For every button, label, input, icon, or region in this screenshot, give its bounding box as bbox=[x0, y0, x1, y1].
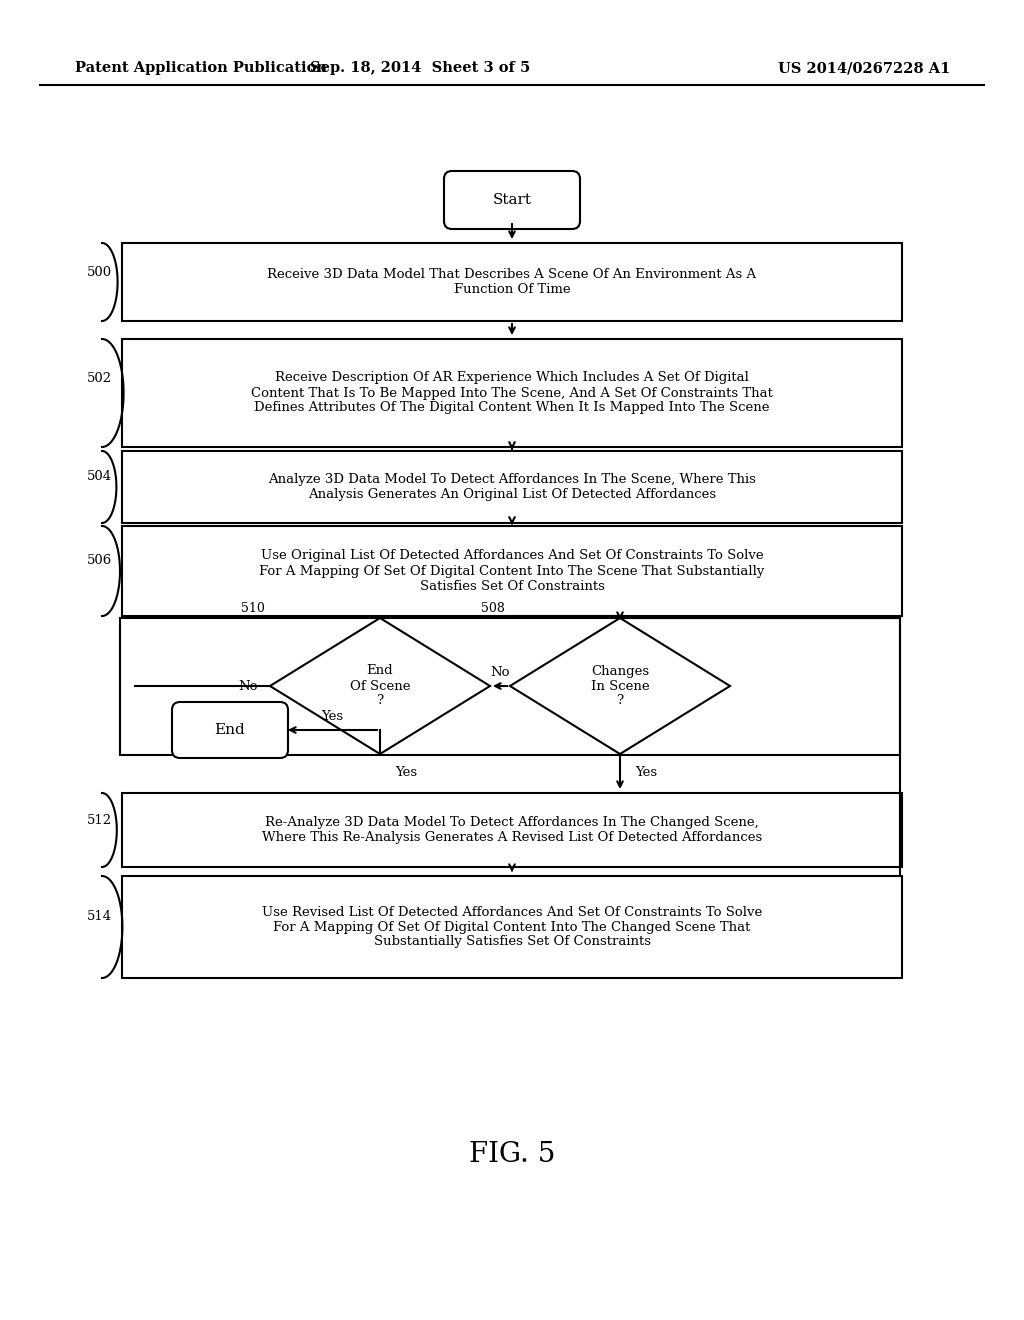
Bar bbox=[122, 339, 902, 447]
Text: Yes: Yes bbox=[635, 766, 657, 779]
Text: Re-Analyze 3D Data Model To Detect Affordances In The Changed Scene,
Where This : Re-Analyze 3D Data Model To Detect Affor… bbox=[262, 816, 762, 843]
Text: US 2014/0267228 A1: US 2014/0267228 A1 bbox=[777, 61, 950, 75]
Text: Analyze 3D Data Model To Detect Affordances In The Scene, Where This
Analysis Ge: Analyze 3D Data Model To Detect Affordan… bbox=[268, 473, 756, 502]
Polygon shape bbox=[270, 618, 490, 754]
Bar bbox=[122, 243, 902, 321]
Text: Yes: Yes bbox=[395, 766, 417, 779]
Text: 508: 508 bbox=[481, 602, 505, 615]
Bar bbox=[122, 876, 902, 978]
Text: FIG. 5: FIG. 5 bbox=[469, 1142, 555, 1168]
Text: 504: 504 bbox=[87, 470, 112, 483]
Text: 506: 506 bbox=[87, 554, 112, 568]
Text: Changes
In Scene
?: Changes In Scene ? bbox=[591, 664, 649, 708]
Text: 514: 514 bbox=[87, 911, 112, 924]
Text: End: End bbox=[215, 723, 246, 737]
Text: Yes: Yes bbox=[322, 710, 344, 722]
Bar bbox=[122, 451, 902, 523]
Text: No: No bbox=[490, 665, 510, 678]
Text: Sep. 18, 2014  Sheet 3 of 5: Sep. 18, 2014 Sheet 3 of 5 bbox=[310, 61, 530, 75]
Text: 510: 510 bbox=[241, 602, 265, 615]
Text: End
Of Scene
?: End Of Scene ? bbox=[350, 664, 411, 708]
Text: No: No bbox=[239, 680, 258, 693]
Text: Patent Application Publication: Patent Application Publication bbox=[75, 61, 327, 75]
Text: 512: 512 bbox=[87, 813, 112, 826]
Bar bbox=[122, 525, 902, 616]
Bar bbox=[120, 618, 900, 755]
Text: Receive Description Of AR Experience Which Includes A Set Of Digital
Content Tha: Receive Description Of AR Experience Whi… bbox=[251, 371, 773, 414]
Text: Start: Start bbox=[493, 193, 531, 207]
Text: Use Revised List Of Detected Affordances And Set Of Constraints To Solve
For A M: Use Revised List Of Detected Affordances… bbox=[262, 906, 762, 949]
Text: Use Original List Of Detected Affordances And Set Of Constraints To Solve
For A : Use Original List Of Detected Affordance… bbox=[259, 549, 765, 593]
Text: 500: 500 bbox=[87, 265, 112, 279]
Text: Receive 3D Data Model That Describes A Scene Of An Environment As A
Function Of : Receive 3D Data Model That Describes A S… bbox=[267, 268, 757, 296]
Text: 502: 502 bbox=[87, 371, 112, 384]
Bar bbox=[122, 793, 902, 867]
FancyBboxPatch shape bbox=[172, 702, 288, 758]
FancyBboxPatch shape bbox=[444, 172, 580, 228]
Polygon shape bbox=[510, 618, 730, 754]
